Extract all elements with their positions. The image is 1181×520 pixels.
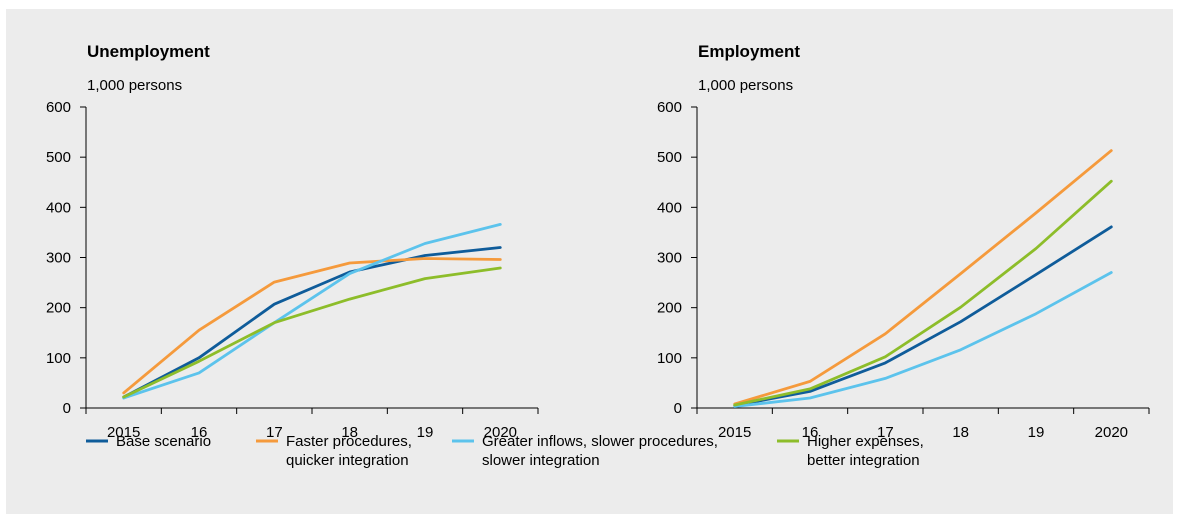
x-tick-label: 16 bbox=[191, 424, 208, 441]
y-tick-label: 500 bbox=[46, 149, 71, 166]
chart-title: Employment bbox=[698, 42, 800, 61]
chart-background bbox=[6, 9, 1173, 514]
legend-label: Greater inflows, slower procedures, bbox=[482, 433, 718, 450]
legend-label: slower integration bbox=[482, 452, 600, 469]
legend-label: better integration bbox=[807, 452, 920, 469]
employment-chart: Employment 1,000 persons 0 100 200 300 400 50… bbox=[657, 42, 1150, 441]
y-tick-label: 200 bbox=[46, 300, 71, 317]
series-line-greater-inflows-slower-procedures-slower-integration bbox=[733, 271, 1113, 408]
series-line-faster-procedures-quicker-integration bbox=[733, 149, 1113, 406]
legend-label: Faster procedures, bbox=[286, 433, 412, 450]
plot-area bbox=[122, 222, 502, 400]
series-line-base-scenario bbox=[733, 225, 1113, 407]
legend-label: Base scenario bbox=[116, 433, 211, 450]
y-tick-label: 600 bbox=[46, 99, 71, 116]
y-tick-label: 400 bbox=[657, 199, 682, 216]
unemployment-chart: Unemployment 1,000 persons 0 100 200 300 400… bbox=[46, 42, 539, 441]
x-tick-label: 2020 bbox=[484, 424, 517, 441]
legend-label: Higher expenses, bbox=[807, 433, 924, 450]
y-tick-label: 100 bbox=[46, 350, 71, 367]
x-axis: 2015 16 17 18 19 2020 bbox=[85, 407, 539, 441]
y-tick-label: 300 bbox=[46, 250, 71, 267]
legend-item: Greater inflows, slower procedures, slowe… bbox=[452, 433, 718, 469]
y-tick-label: 0 bbox=[674, 400, 682, 417]
y-tick-label: 200 bbox=[657, 300, 682, 317]
x-tick-label: 2015 bbox=[107, 424, 140, 441]
x-tick-label: 18 bbox=[952, 424, 969, 441]
chart-title: Unemployment bbox=[87, 42, 210, 61]
y-tick-label: 600 bbox=[657, 99, 682, 116]
series-line-faster-procedures-quicker-integration bbox=[122, 257, 502, 395]
legend-item: Base scenario bbox=[86, 433, 211, 450]
y-axis-unit-label: 1,000 persons bbox=[698, 77, 793, 94]
y-tick-label: 500 bbox=[657, 149, 682, 166]
x-tick-label: 19 bbox=[1028, 424, 1045, 441]
series-line-higher-expenses-better-integration bbox=[122, 266, 502, 399]
y-tick-label: 400 bbox=[46, 199, 71, 216]
series-line-higher-expenses-better-integration bbox=[733, 179, 1113, 407]
y-axis-unit-label: 1,000 persons bbox=[87, 77, 182, 94]
y-tick-label: 100 bbox=[657, 350, 682, 367]
x-tick-label: 17 bbox=[877, 424, 894, 441]
x-tick-label: 17 bbox=[266, 424, 283, 441]
y-tick-label: 0 bbox=[63, 400, 71, 417]
legend: Base scenario Faster procedures, quicker i… bbox=[86, 433, 924, 469]
plot-area bbox=[733, 149, 1113, 408]
legend-label: quicker integration bbox=[286, 452, 409, 469]
series-line-base-scenario bbox=[122, 246, 502, 399]
x-tick-label: 19 bbox=[417, 424, 434, 441]
y-axis: 0 100 200 300 400 500 600 bbox=[46, 99, 87, 417]
y-tick-label: 300 bbox=[657, 250, 682, 267]
legend-item: Higher expenses, better integration bbox=[777, 433, 924, 469]
x-tick-label: 16 bbox=[802, 424, 819, 441]
y-axis: 0 100 200 300 400 500 600 bbox=[657, 99, 698, 417]
x-tick-label: 2020 bbox=[1095, 424, 1128, 441]
x-axis: 2015 16 17 18 19 2020 bbox=[696, 407, 1150, 441]
legend-item: Faster procedures, quicker integration bbox=[256, 433, 412, 469]
x-tick-label: 2015 bbox=[718, 424, 751, 441]
series-line-greater-inflows-slower-procedures-slower-integration bbox=[122, 222, 502, 400]
x-tick-label: 18 bbox=[341, 424, 358, 441]
